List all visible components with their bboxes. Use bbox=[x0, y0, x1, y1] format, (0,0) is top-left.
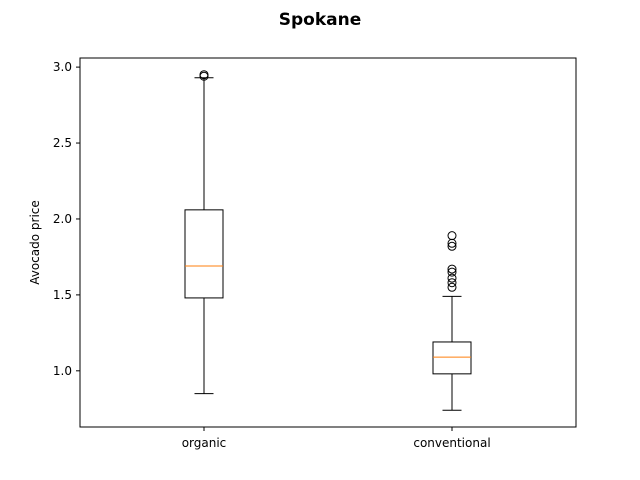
flier-point bbox=[447, 273, 457, 283]
box-conventional bbox=[432, 231, 472, 411]
y-axis: 1.0 1.5 2.0 2.5 3.0 bbox=[53, 60, 80, 378]
y-axis-label: Avocado price bbox=[28, 200, 42, 285]
flier-point bbox=[447, 241, 457, 251]
iqr-box bbox=[184, 209, 224, 299]
iqr-box bbox=[432, 341, 472, 375]
y-tick-label: 1.0 bbox=[53, 364, 72, 378]
flier-point bbox=[447, 231, 457, 241]
box-series bbox=[184, 70, 472, 411]
y-tick-label: 1.5 bbox=[53, 288, 72, 302]
x-tick-label: organic bbox=[182, 436, 227, 450]
flier-point bbox=[447, 264, 457, 274]
plot-frame bbox=[79, 57, 577, 428]
chart-title: Spokane bbox=[279, 10, 362, 30]
plot-area bbox=[80, 58, 576, 427]
x-axis: organic conventional bbox=[182, 427, 491, 450]
flier-point bbox=[447, 267, 457, 277]
flier-point bbox=[447, 282, 457, 292]
flier-point bbox=[447, 278, 457, 288]
y-tick-label: 2.0 bbox=[53, 212, 72, 226]
box-organic bbox=[184, 70, 224, 395]
y-tick-label: 3.0 bbox=[53, 60, 72, 74]
x-tick-label: conventional bbox=[413, 436, 490, 450]
flier-point bbox=[199, 70, 209, 80]
y-tick-label: 2.5 bbox=[53, 136, 72, 150]
